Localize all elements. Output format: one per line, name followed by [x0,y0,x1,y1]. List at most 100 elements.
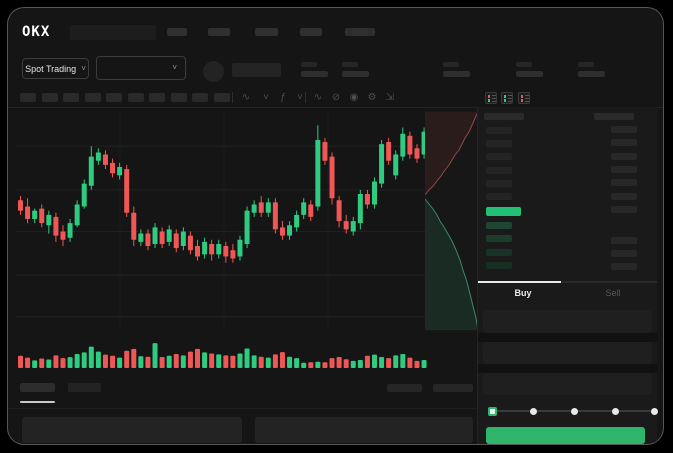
slider-stop[interactable] [530,408,537,415]
candle [230,250,236,259]
ask-price-row[interactable] [486,153,512,161]
view-combined-book-icon[interactable] [485,92,497,104]
volume-bar [138,356,144,368]
ask-price-row[interactable] [486,166,512,174]
candle [60,231,66,240]
bid-amount-row[interactable] [611,263,637,270]
candlestick-chart[interactable] [16,111,430,329]
overlay-icon[interactable]: ƒ [280,92,286,103]
ask-amount-row[interactable] [611,152,637,160]
volume-chart[interactable] [16,330,430,370]
timeframe-button[interactable] [170,93,187,102]
volume-bar [287,356,293,368]
candle [110,162,116,174]
volume-bar [294,358,300,368]
candle [308,204,314,217]
slider-handle[interactable] [488,407,497,416]
timeframe-button[interactable] [192,93,208,102]
volume-bar [308,362,314,368]
volume-bar [216,354,222,368]
ask-amount-row[interactable] [611,205,637,213]
ask-amount-row[interactable] [611,192,637,200]
ask-price-row[interactable] [486,140,512,148]
timeframe-button[interactable] [20,93,36,102]
stat-label-placeholder [301,62,317,67]
nav-item[interactable] [167,28,187,36]
settings-icon[interactable]: ⚙ [367,92,377,103]
camera-icon[interactable]: ◉ [349,92,359,103]
caret-down-icon[interactable]: ˅ [297,92,303,103]
ask-amount-row[interactable] [611,165,637,173]
candle [46,214,52,226]
candle [187,235,193,251]
tab-sell[interactable]: Sell [605,288,621,298]
fullscreen-icon[interactable]: ⇲ [385,92,395,103]
volume-bar [336,356,342,368]
form-separator [478,364,657,373]
ask-price-row[interactable] [486,193,512,200]
pair-selector[interactable]: ˅ [96,56,186,80]
nav-item[interactable] [345,28,375,36]
timeframe-button[interactable] [63,93,79,102]
volume-bar [81,352,87,368]
slider-stop[interactable] [651,408,658,415]
timeframe-button[interactable] [127,93,144,102]
search-placeholder[interactable] [70,25,156,40]
candle [32,210,38,219]
timeframe-button[interactable] [149,93,165,102]
okx-logo[interactable]: OKX [22,24,51,40]
nav-item[interactable] [208,28,230,36]
form-separator [478,333,657,342]
ask-price-row[interactable] [486,127,512,134]
volume-bar [159,356,165,368]
volume-bar [364,355,370,368]
bid-price-row[interactable] [486,248,512,256]
caret-down-icon[interactable]: ˅ [263,92,269,103]
ask-amount-row[interactable] [611,179,637,187]
slider-stop[interactable] [571,408,578,415]
volume-bar [279,352,285,368]
bottom-tab-history[interactable] [68,383,101,392]
ask-amount-row[interactable] [611,139,637,147]
price-field[interactable] [483,310,652,333]
timeframe-button[interactable] [84,93,101,102]
bottom-control-placeholder[interactable] [387,384,422,392]
bid-price-row[interactable] [486,235,512,243]
bid-amount-row[interactable] [611,250,637,257]
trendline-icon[interactable]: ∿ [313,92,323,103]
market-type-selector[interactable]: Spot Trading ˅ [22,58,89,79]
timeframe-button[interactable] [41,93,58,102]
candle [386,142,392,161]
stat-value-placeholder [578,71,605,77]
nav-item[interactable] [255,28,278,36]
nav-item[interactable] [300,28,322,36]
timeframe-button[interactable] [106,93,122,102]
ask-amount-row[interactable] [611,126,637,133]
last-price-bar[interactable] [486,207,521,216]
candle [279,227,285,236]
buy-submit-button[interactable] [486,427,645,444]
view-bids-only-icon[interactable] [501,92,513,104]
toolbar-divider [305,92,306,103]
amount-field[interactable] [483,342,652,364]
candle [301,202,307,215]
bid-price-row[interactable] [486,222,512,229]
slider-stop[interactable] [612,408,619,415]
timeframe-button[interactable] [213,93,230,102]
volume-bar [166,355,172,368]
indicator-wave-icon[interactable]: ∿ [241,92,251,103]
ruler-icon[interactable]: ⊘ [331,92,341,103]
orderbook-price-header [484,113,524,120]
candle [209,243,215,255]
view-asks-only-icon[interactable] [518,92,530,104]
bottom-control-placeholder[interactable] [433,384,473,392]
bid-amount-row[interactable] [611,237,637,244]
bid-price-row[interactable] [486,261,512,269]
total-field[interactable] [483,373,652,395]
bottom-tab-orders[interactable] [20,383,55,392]
volume-bar [400,353,406,368]
market-type-label: Spot Trading [25,63,77,74]
tab-buy[interactable]: Buy [514,288,532,298]
ask-price-row[interactable] [486,179,512,187]
volume-bar [187,351,193,368]
